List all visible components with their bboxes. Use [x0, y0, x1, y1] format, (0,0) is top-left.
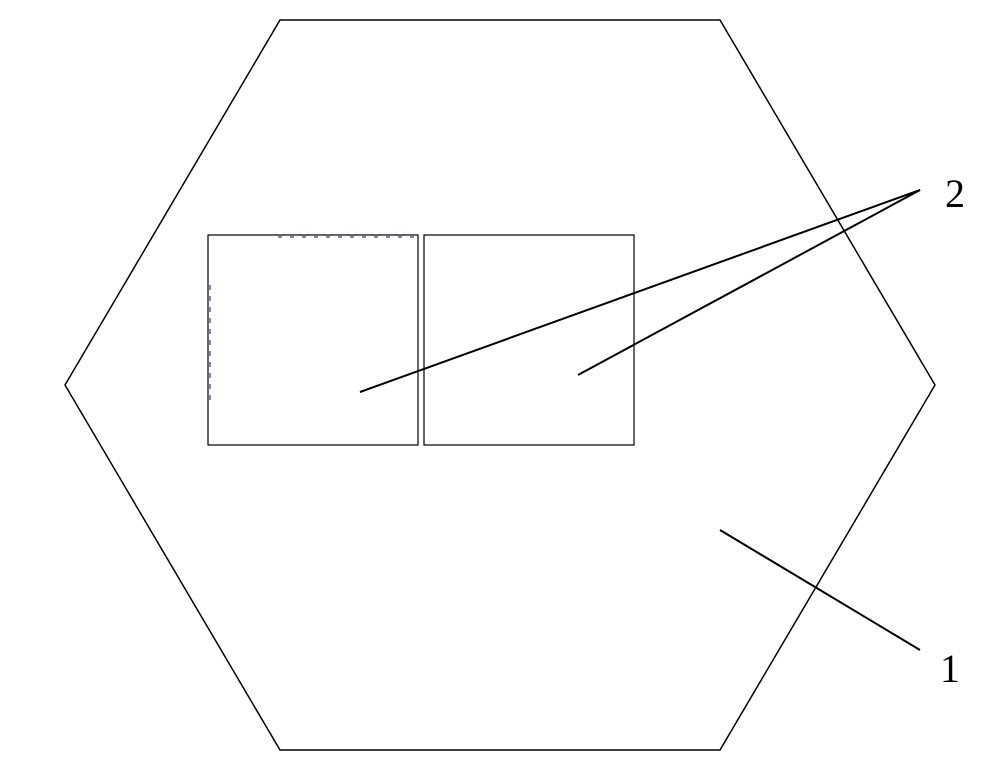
leader-line-1: [720, 530, 920, 650]
leader-line-2a: [578, 190, 920, 375]
diagram-svg: [0, 0, 1000, 773]
diagram-container: 2 1: [0, 0, 1000, 773]
left-rectangle: [208, 235, 418, 445]
label-2: 2: [945, 170, 965, 217]
hexagon-shape: [65, 20, 935, 750]
label-1: 1: [940, 645, 960, 692]
leader-line-2b: [360, 190, 920, 392]
right-rectangle: [424, 235, 634, 445]
